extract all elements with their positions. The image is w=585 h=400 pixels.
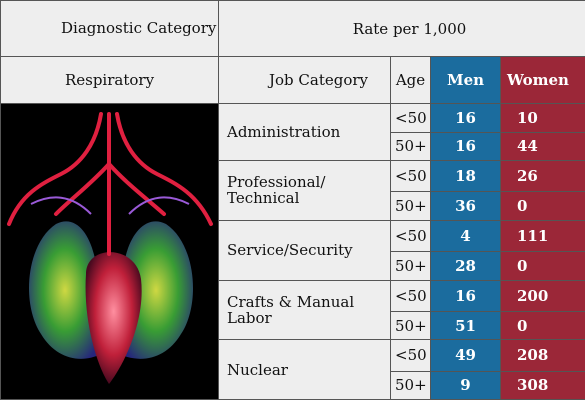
men-rate: 16 bbox=[430, 131, 501, 161]
data-row: 50+ 28 0 bbox=[1, 251, 585, 281]
age: <50 bbox=[390, 159, 431, 193]
age-header: Age bbox=[390, 56, 431, 104]
age: <50 bbox=[390, 339, 431, 372]
age: <50 bbox=[390, 279, 431, 312]
women-rate: 26 bbox=[500, 159, 585, 193]
job-category: Service/Security bbox=[218, 219, 391, 281]
subheader-row: Respiratory Job Category Age Men Women bbox=[0, 56, 585, 104]
data-row: 50+ 51 0 bbox=[1, 310, 585, 341]
job-header: Job Category bbox=[218, 56, 391, 104]
men-rate: 16 bbox=[430, 279, 501, 312]
job-category: Nuclear bbox=[218, 339, 391, 400]
image-cell bbox=[0, 103, 219, 400]
men-rate: 16 bbox=[430, 103, 501, 133]
men-rate: 51 bbox=[430, 310, 501, 341]
data-row: 50+ 16 44 bbox=[1, 131, 585, 161]
rate-header: Rate per 1,000 bbox=[218, 0, 585, 57]
age: 50+ bbox=[390, 131, 431, 161]
men-rate: 18 bbox=[430, 159, 501, 193]
women-rate: 0 bbox=[500, 191, 585, 221]
age: <50 bbox=[390, 219, 431, 253]
age: 50+ bbox=[390, 191, 431, 221]
age: 50+ bbox=[390, 310, 431, 341]
lung-image bbox=[1, 104, 218, 399]
job-category: Professional/ Technical bbox=[218, 160, 391, 221]
women-rate: 10 bbox=[500, 103, 585, 133]
data-row: Crafts & Manual Labor <50 16 200 bbox=[1, 279, 585, 341]
women-rate: 0 bbox=[500, 310, 585, 341]
men-rate: 9 bbox=[430, 370, 501, 400]
diagnostic-category-header: Diagnostic Category bbox=[0, 0, 219, 57]
data-row: Nuclear <50 49 208 bbox=[1, 339, 585, 400]
job-category: Administration bbox=[218, 103, 391, 161]
women-rate: 111 bbox=[500, 219, 585, 253]
women-header: Women bbox=[500, 56, 585, 104]
age: <50 bbox=[390, 103, 431, 133]
age: 50+ bbox=[390, 251, 431, 281]
men-rate: 49 bbox=[430, 339, 501, 372]
men-rate: 4 bbox=[430, 219, 501, 253]
data-row: 50+ 9 308 bbox=[1, 370, 585, 400]
women-rate: 200 bbox=[500, 279, 585, 312]
men-rate: 28 bbox=[430, 251, 501, 281]
category-header: Respiratory bbox=[0, 56, 219, 104]
men-header: Men bbox=[430, 56, 501, 104]
women-rate: 208 bbox=[500, 339, 585, 372]
women-rate: 308 bbox=[500, 370, 585, 400]
data-row: Professional/ Technical <50 18 26 bbox=[1, 159, 585, 221]
data-row: 50+ 36 0 bbox=[1, 191, 585, 221]
data-row: Administration <50 16 10 bbox=[0, 103, 585, 400]
data-row: Service/Security <50 4 111 bbox=[1, 219, 585, 281]
age: 50+ bbox=[390, 370, 431, 400]
women-rate: 0 bbox=[500, 251, 585, 281]
header-row: Diagnostic Category Rate per 1,000 bbox=[0, 0, 585, 57]
women-rate: 44 bbox=[500, 131, 585, 161]
job-category: Crafts & Manual Labor bbox=[218, 279, 391, 341]
men-rate: 36 bbox=[430, 191, 501, 221]
